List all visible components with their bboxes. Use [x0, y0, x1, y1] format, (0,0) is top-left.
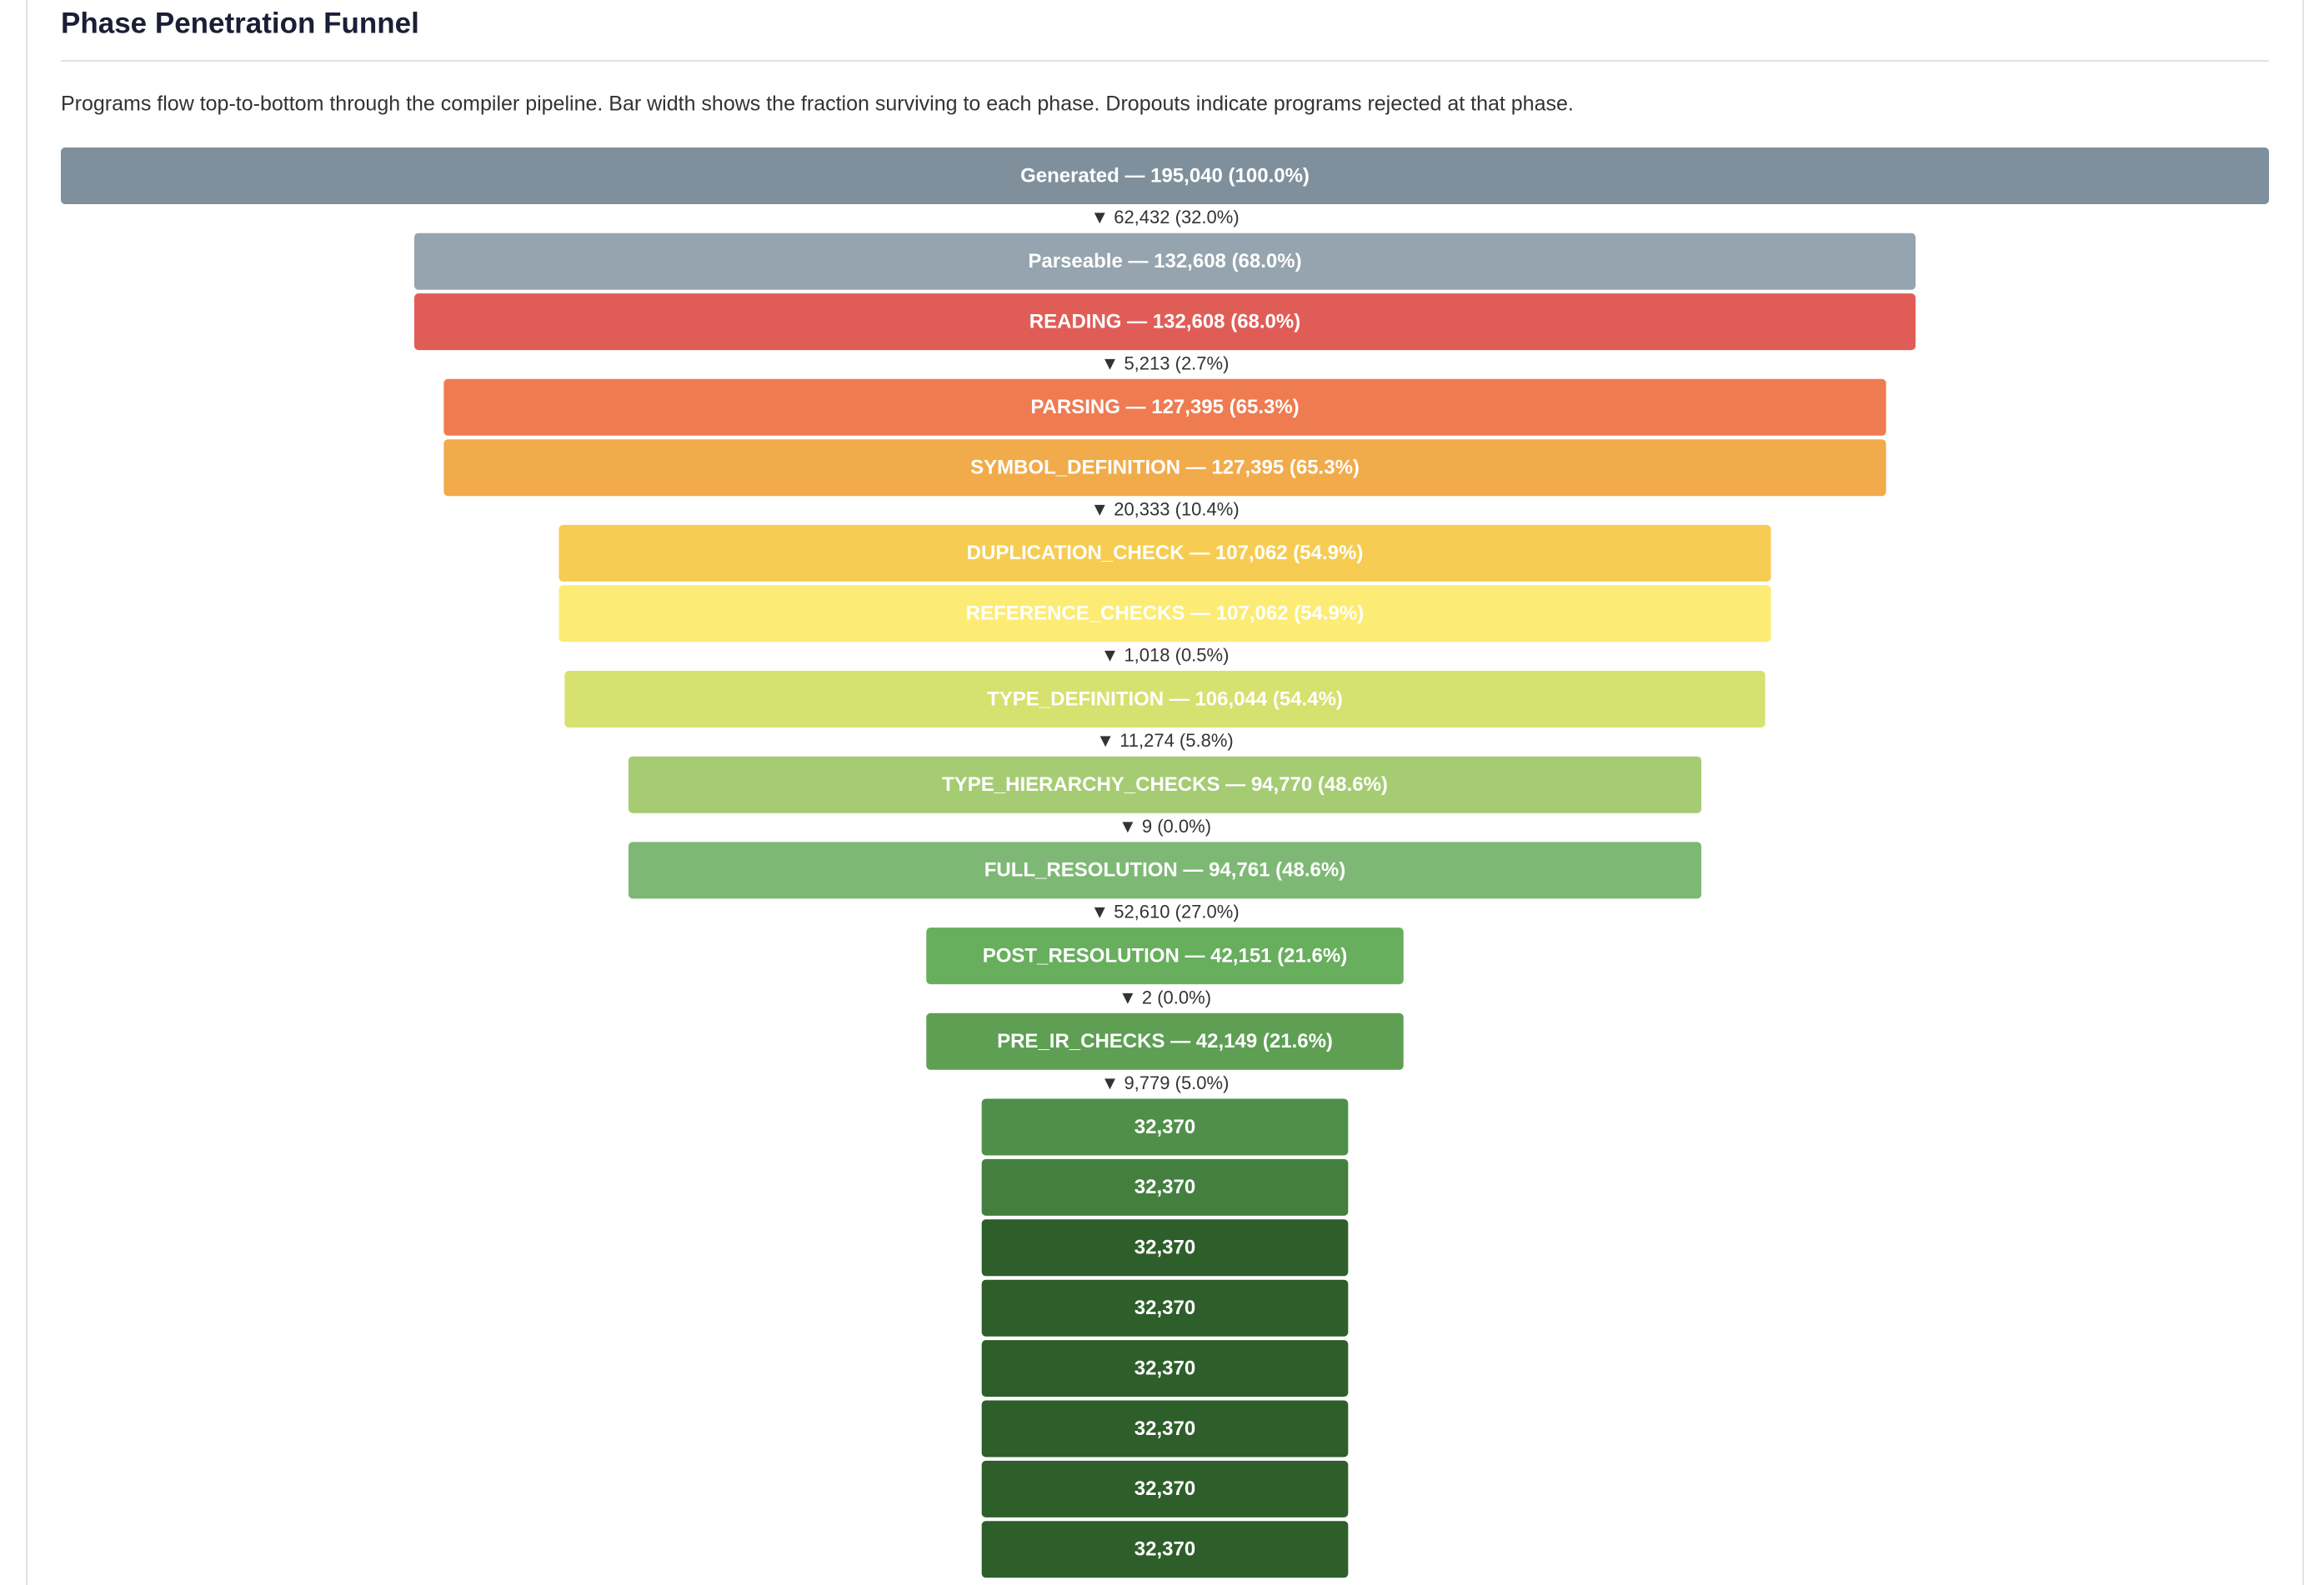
bar-label: 32,370	[1134, 1297, 1195, 1319]
dropout-label: ▼ 11,274 (5.8%)	[1096, 730, 1233, 751]
funnel-bar	[981, 1521, 1349, 1578]
bar-label: TYPE_DEFINITION — 106,044 (54.4%)	[987, 688, 1343, 710]
chart-title: Phase Penetration Funnel	[61, 7, 419, 39]
bar-label: 32,370	[1134, 1237, 1195, 1259]
funnel-bar	[926, 928, 1404, 985]
bar-label: PRE_IR_CHECKS — 42,149 (21.6%)	[997, 1030, 1333, 1052]
funnel-bar	[413, 293, 1916, 351]
funnel-bar	[981, 1219, 1349, 1277]
bar-label: Generated — 195,040 (100.0%)	[1020, 164, 1310, 187]
funnel-bar	[61, 148, 2269, 204]
bar-label: Parseable — 132,608 (68.0%)	[1028, 250, 1301, 272]
dropout-label: ▼ 52,610 (27.0%)	[1090, 902, 1239, 922]
bar-label: SYMBOL_DEFINITION — 127,395 (65.3%)	[970, 457, 1360, 479]
bar-label: 32,370	[1134, 1478, 1195, 1500]
funnel-bar	[981, 1460, 1349, 1518]
dropout-label: ▼ 5,213 (2.7%)	[1101, 352, 1230, 373]
dropout-label: ▼ 9,779 (5.0%)	[1101, 1072, 1230, 1093]
dropout-label: ▼ 20,333 (10.4%)	[1090, 498, 1239, 519]
bar-label: PARSING — 127,395 (65.3%)	[1030, 396, 1299, 418]
funnel-bar	[628, 756, 1702, 813]
funnel-bar	[443, 439, 1886, 497]
bar-label: 32,370	[1134, 1538, 1195, 1561]
bar-label: 32,370	[1134, 1116, 1195, 1138]
funnel-bar	[981, 1158, 1349, 1216]
funnel-bar	[981, 1098, 1349, 1156]
bar-label: 32,370	[1134, 1418, 1195, 1440]
bar-label: 32,370	[1134, 1357, 1195, 1379]
bar-label: TYPE_HIERARCHY_CHECKS — 94,770 (48.6%)	[942, 773, 1388, 796]
dropout-label: ▼ 2 (0.0%)	[1119, 987, 1211, 1008]
funnel-bar	[558, 585, 1771, 642]
bar-label: 32,370	[1134, 1176, 1195, 1198]
dropout-label: ▼ 62,432 (32.0%)	[1090, 207, 1239, 228]
bar-label: REFERENCE_CHECKS — 107,062 (54.9%)	[966, 602, 1365, 625]
funnel-bar	[981, 1279, 1349, 1337]
bar-label: FULL_RESOLUTION — 94,761 (48.6%)	[984, 859, 1345, 882]
funnel-bar	[981, 1340, 1349, 1398]
funnel-bar	[564, 671, 1766, 728]
funnel-bar	[628, 842, 1702, 899]
funnel-bar	[981, 1400, 1349, 1458]
funnel-bar	[558, 524, 1771, 582]
funnel-bar	[926, 1012, 1404, 1070]
dropout-label: ▼ 9 (0.0%)	[1119, 816, 1211, 837]
bar-label: DUPLICATION_CHECK — 107,062 (54.9%)	[967, 542, 1364, 564]
chart-subtitle: Programs flow top-to-bottom through the …	[61, 92, 1574, 116]
bar-label: READING — 132,608 (68.0%)	[1029, 310, 1300, 332]
funnel-bar	[443, 378, 1886, 436]
bar-label: POST_RESOLUTION — 42,151 (21.6%)	[983, 944, 1347, 967]
funnel-bar	[413, 232, 1916, 290]
dropout-label: ▼ 1,018 (0.5%)	[1101, 644, 1230, 665]
